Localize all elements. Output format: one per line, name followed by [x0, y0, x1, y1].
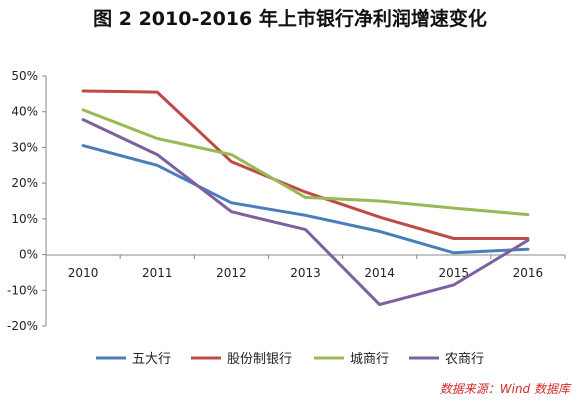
x-tick-label: 2010 — [68, 266, 99, 280]
source-note: 数据来源：Wind 数据库 — [439, 382, 570, 396]
series-line-0 — [81, 144, 530, 255]
y-tick-label: 0% — [19, 248, 38, 262]
series-line-1 — [81, 89, 530, 240]
series-line-2 — [81, 108, 530, 217]
legend-label: 城商行 — [350, 352, 389, 367]
x-tick-label: 2013 — [290, 266, 321, 280]
legend: 五大行 股份制银行 城商行 农商行 — [96, 352, 484, 367]
y-tick-label: -20% — [7, 319, 38, 333]
x-tick-label: 2015 — [439, 266, 470, 280]
chart-title: 图 2 2010-2016 年上市银行净利润增速变化 — [93, 8, 487, 30]
legend-label: 股份制银行 — [227, 352, 292, 367]
y-axis-ticks: 50% 40% 30% 20% 10% 0% -10% -20% — [7, 69, 46, 333]
y-tick-label: 30% — [11, 140, 38, 154]
x-tick-label: 2016 — [513, 266, 544, 280]
x-axis-ticks: 2010 2011 2012 2013 2014 2015 2016 — [45, 255, 566, 280]
x-tick-label: 2011 — [142, 266, 173, 280]
y-tick-label: -10% — [7, 283, 38, 297]
x-tick-label: 2012 — [216, 266, 247, 280]
series-lines — [81, 89, 530, 307]
y-tick-label: 20% — [11, 176, 38, 190]
y-tick-label: 40% — [11, 105, 38, 119]
legend-label: 农商行 — [445, 352, 484, 367]
y-tick-label: 50% — [11, 69, 38, 83]
series-line-3 — [81, 118, 530, 307]
x-tick-label: 2014 — [364, 266, 395, 280]
y-tick-label: 10% — [11, 212, 38, 226]
legend-label: 五大行 — [132, 352, 171, 367]
